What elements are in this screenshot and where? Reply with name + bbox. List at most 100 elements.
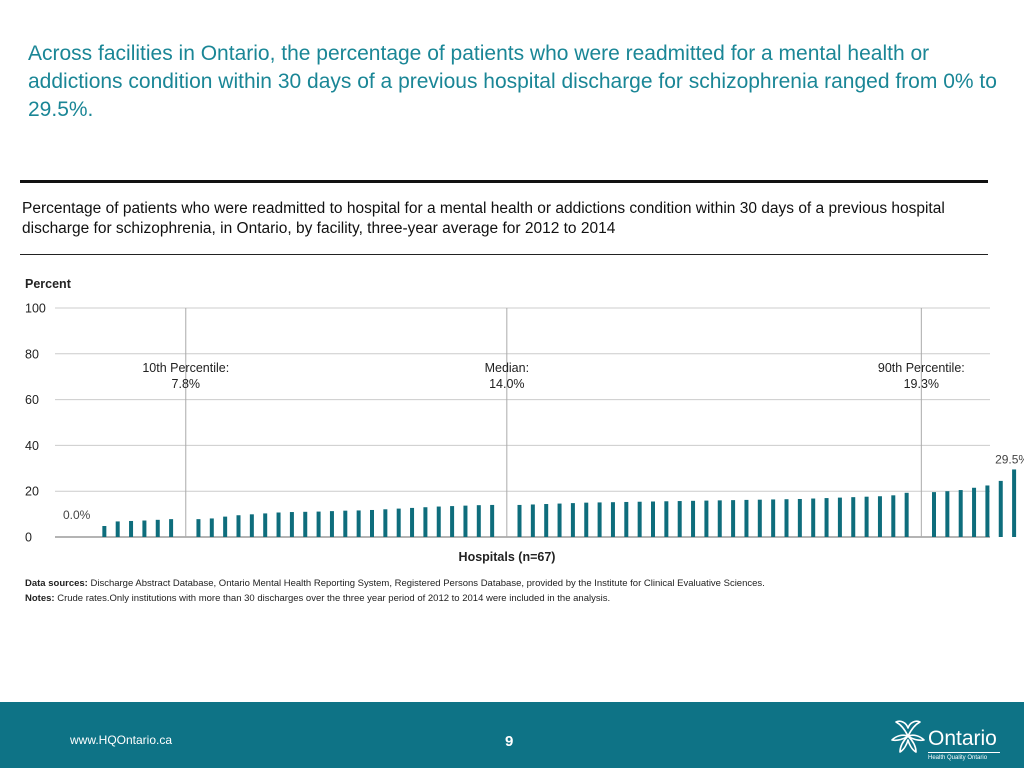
bar — [410, 507, 415, 537]
bar — [276, 512, 281, 537]
bar — [370, 509, 374, 537]
bar — [811, 498, 816, 537]
bar — [651, 501, 655, 537]
notes-label: Notes: — [25, 593, 55, 604]
bar — [463, 505, 468, 537]
bar — [784, 499, 789, 537]
bar — [904, 492, 909, 537]
bar — [249, 514, 254, 537]
data-sources-line: Data sources: Discharge Abstract Databas… — [25, 576, 765, 591]
reference-value: 7.8% — [172, 377, 201, 391]
bar — [731, 500, 736, 537]
bar — [837, 497, 842, 537]
bar — [864, 496, 869, 537]
x-axis-label: Hospitals (n=67) — [459, 550, 556, 564]
bar — [102, 526, 107, 537]
logo-divider — [928, 752, 1000, 753]
bar — [436, 506, 441, 537]
bar — [490, 504, 495, 537]
reference-label: 90th Percentile: — [878, 361, 965, 375]
bar — [704, 500, 709, 537]
trillium-icon — [891, 720, 925, 753]
bar — [476, 505, 481, 537]
data-label: 0.0% — [63, 508, 91, 522]
data-label: 29.5% — [995, 452, 1024, 466]
y-axis-label: Percent — [25, 277, 72, 291]
bar — [797, 498, 802, 537]
bar — [383, 509, 388, 537]
bar — [155, 519, 160, 537]
bar-annotations: 0.0% 29.5% — [63, 452, 1024, 522]
page-number: 9 — [505, 733, 514, 750]
bar — [544, 504, 549, 537]
bar — [142, 520, 147, 537]
bar — [169, 519, 174, 537]
bottom-divider — [20, 254, 988, 255]
bar — [664, 501, 669, 537]
bar — [824, 498, 829, 537]
bar — [771, 499, 776, 537]
gridlines — [55, 307, 990, 538]
bar — [236, 515, 241, 537]
y-tick-label: 40 — [25, 439, 39, 453]
y-tick-label: 100 — [25, 302, 46, 316]
y-tick-label: 0 — [25, 531, 32, 545]
bar — [958, 490, 963, 537]
bar — [223, 516, 228, 537]
footer-bar: www.HQOntario.ca 9 Ontario Health Qualit… — [0, 702, 1024, 768]
bars — [102, 469, 1017, 537]
bar — [624, 501, 629, 537]
percentile-reference-lines: 10th Percentile: 7.8% Median: 14.0% 90th Per… — [142, 308, 965, 537]
y-tick-label: 20 — [25, 485, 39, 499]
bar — [263, 513, 268, 537]
reference-value: 19.3% — [904, 377, 939, 391]
bar — [677, 501, 682, 537]
bar — [717, 500, 722, 537]
readmission-bar-chart: Percent 0 20 40 60 80 100 10th Percentile: 7.8… — [25, 277, 1024, 564]
reference-value: 14.0% — [489, 377, 524, 391]
data-sources-label: Data sources: — [25, 578, 88, 589]
bar — [517, 504, 522, 537]
bar — [209, 518, 214, 537]
bar — [851, 497, 856, 537]
bar — [584, 502, 589, 537]
bar — [891, 495, 896, 537]
logo-subtitle: Health Quality Ontario — [928, 755, 988, 761]
notes-text: Crude rates.Only institutions with more … — [57, 593, 611, 604]
bar — [597, 502, 602, 537]
bar — [744, 499, 749, 537]
reference-label: Median: — [485, 361, 529, 375]
bar — [423, 507, 428, 537]
bar — [570, 503, 575, 537]
chart-subtitle: Percentage of patients who were readmitt… — [22, 200, 945, 237]
bar — [757, 499, 762, 537]
bar — [115, 521, 120, 537]
bar — [557, 503, 562, 537]
bar — [289, 512, 294, 537]
bar — [450, 506, 455, 537]
bar — [196, 519, 201, 537]
y-tick-label: 60 — [25, 393, 39, 407]
footer-url-link[interactable]: www.HQOntario.ca — [70, 733, 173, 747]
chart-notes: Data sources: Discharge Abstract Databas… — [25, 576, 765, 606]
bar — [343, 510, 348, 537]
bar — [998, 480, 1003, 537]
bar — [329, 511, 334, 537]
data-sources-text: Discharge Abstract Database, Ontario Men… — [90, 578, 765, 589]
bar — [303, 511, 308, 537]
bar — [945, 491, 950, 537]
bar — [932, 492, 936, 537]
bar — [877, 496, 882, 537]
logo-wordmark: Ontario — [928, 727, 997, 750]
bar — [129, 520, 134, 537]
bar — [985, 485, 990, 537]
slide-headline: Across facilities in Ontario, the percen… — [28, 42, 997, 121]
bar — [972, 487, 977, 537]
bar — [637, 501, 642, 537]
bar — [356, 510, 361, 537]
bar — [530, 504, 535, 537]
notes-line: Notes: Crude rates.Only institutions wit… — [25, 591, 765, 606]
bar — [1012, 469, 1017, 537]
reference-label: 10th Percentile: — [142, 361, 229, 375]
ontario-logo: Ontario Health Quality Ontario — [890, 712, 1002, 764]
